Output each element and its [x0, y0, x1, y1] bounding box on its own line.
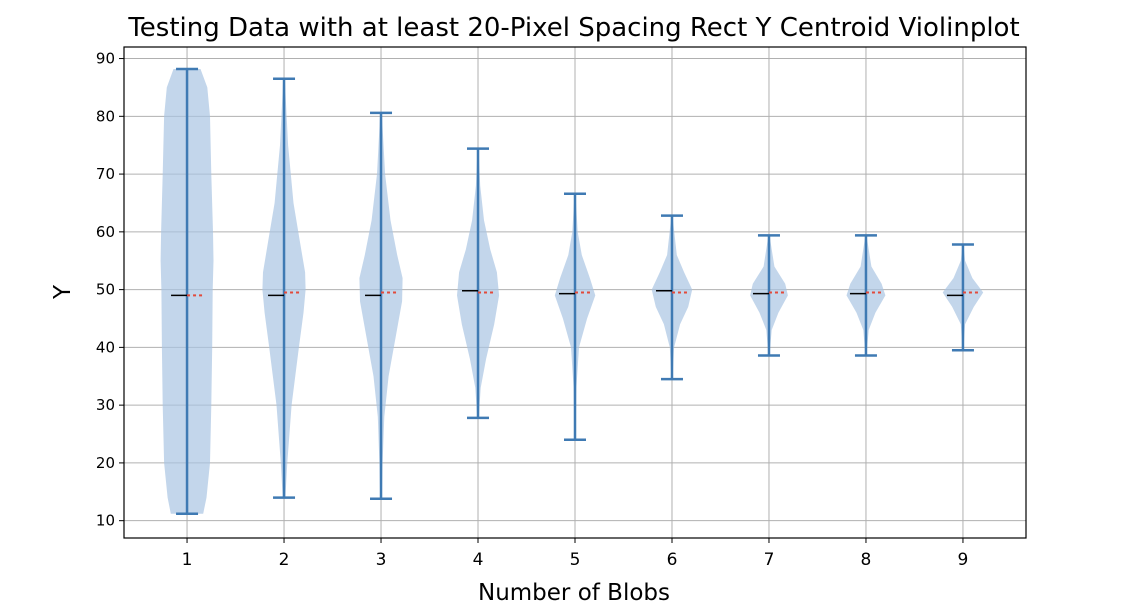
x-tick-label-3: 3 — [376, 550, 387, 570]
y-tick-label-90: 90 — [96, 50, 115, 68]
violin-5 — [554, 192, 596, 442]
x-tick-label-2: 2 — [279, 550, 290, 570]
x-tick-label-6: 6 — [667, 550, 678, 570]
y-axis-label: Y — [50, 284, 76, 300]
y-tick-label-50: 50 — [96, 281, 115, 299]
violins — [160, 67, 984, 515]
violin-9 — [942, 243, 984, 352]
x-tick-label-4: 4 — [473, 550, 484, 570]
violin-2 — [262, 77, 306, 499]
x-tick-label-7: 7 — [764, 550, 775, 570]
violin-8 — [846, 234, 886, 357]
y-tick-label-80: 80 — [96, 107, 115, 125]
ticks: 10 20 30 40 50 60 70 80 90 1 2 3 4 5 6 7 8 9 — [96, 50, 968, 570]
x-tick-label-5: 5 — [570, 550, 581, 570]
y-tick-label-30: 30 — [96, 396, 115, 414]
x-axis-label: Number of Blobs — [478, 580, 670, 606]
x-tick-label-8: 8 — [861, 550, 872, 570]
violin-3 — [359, 111, 403, 500]
violin-7 — [750, 234, 788, 357]
violin-1 — [160, 67, 214, 515]
y-tick-label-70: 70 — [96, 165, 115, 183]
chart-title: Testing Data with at least 20-Pixel Spac… — [127, 13, 1019, 43]
y-tick-label-20: 20 — [96, 454, 115, 472]
y-tick-label-60: 60 — [96, 223, 115, 241]
y-tick-label-10: 10 — [96, 512, 115, 530]
x-tick-label-1: 1 — [182, 550, 193, 570]
violin-4 — [457, 147, 500, 420]
x-tick-label-9: 9 — [958, 550, 969, 570]
violin-6 — [651, 214, 693, 381]
y-tick-label-40: 40 — [96, 338, 115, 356]
